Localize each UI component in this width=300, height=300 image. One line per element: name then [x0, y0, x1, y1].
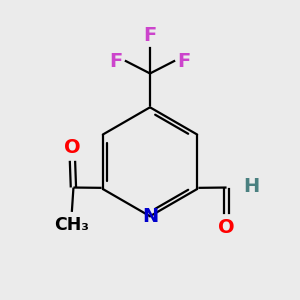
Text: O: O — [64, 138, 81, 157]
Text: CH₃: CH₃ — [55, 215, 89, 233]
Text: F: F — [177, 52, 190, 70]
Text: H: H — [243, 177, 260, 196]
Text: F: F — [110, 52, 123, 70]
Text: F: F — [143, 26, 157, 45]
Text: N: N — [142, 207, 158, 226]
Text: O: O — [218, 218, 235, 238]
